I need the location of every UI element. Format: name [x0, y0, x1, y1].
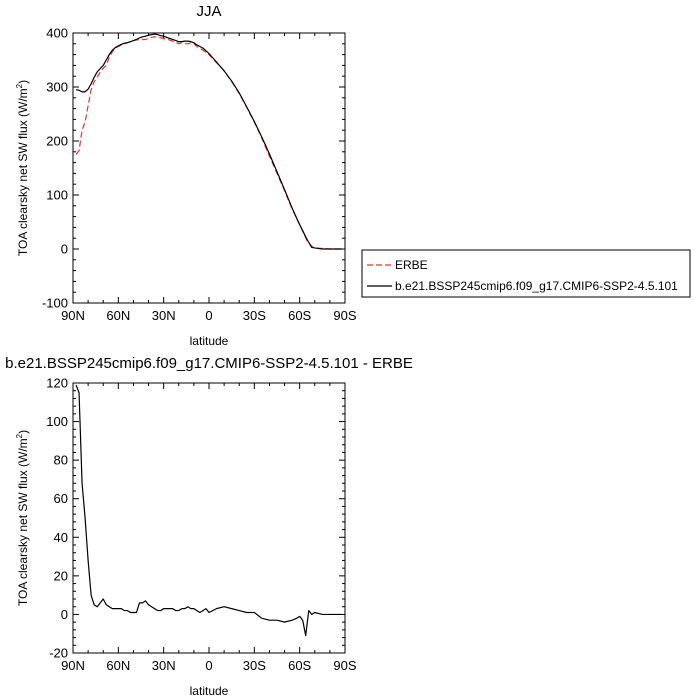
top-plot-frame [72, 32, 346, 304]
bottom-series-group [75, 384, 342, 637]
top-x-tick-label: 60N [106, 308, 130, 323]
top-y-tick-label: 300 [46, 80, 68, 95]
bottom-y-tick-label: 80 [54, 453, 68, 468]
bottom-y-axis-label: TOA clearsky net SW flux (W/m2) [15, 430, 30, 606]
bottom-y-tick-label: 0 [61, 607, 68, 622]
top-series-group [75, 33, 342, 250]
bottom-y-ticks: -20 0 20 40 60 80 100 120 [46, 376, 345, 661]
top-x-ticks: 90N 60N 30N 0 30S 60S 90S [61, 33, 357, 323]
legend-label-model: b.e21.BSSP245cmip6.f09_g17.CMIP6-SSP2-4.… [395, 279, 678, 293]
top-y-tick-label: 100 [46, 188, 68, 203]
bottom-x-tick-label: 30N [152, 658, 176, 673]
top-y-axis-label-main: TOA clearsky net SW flux (W/m [16, 88, 30, 256]
top-x-tick-label: 60S [288, 308, 311, 323]
bottom-x-tick-label: 0 [205, 658, 212, 673]
top-y-tick-label: 400 [46, 26, 68, 41]
bottom-x-axis-label: latitude [190, 684, 229, 698]
bottom-x-tick-label: 30S [243, 658, 266, 673]
top-x-tick-label: 90N [61, 308, 85, 323]
bottom-y-tick-label: 40 [54, 530, 68, 545]
top-y-ticks: -100 0 100 200 300 400 [42, 26, 345, 311]
bottom-x-tick-label: 60N [106, 658, 130, 673]
bottom-y-tick-label: 20 [54, 568, 68, 583]
bottom-y-tick-label: 100 [46, 414, 68, 429]
top-x-tick-label: 30S [243, 308, 266, 323]
top-x-axis-label: latitude [190, 334, 229, 348]
top-x-tick-label: 0 [205, 308, 212, 323]
top-y-axis-label-sup: 2 [15, 83, 24, 88]
bottom-chart-title: b.e21.BSSP245cmip6.f09_g17.CMIP6-SSP2-4.… [5, 355, 413, 372]
bottom-y-axis-label-close: ) [16, 430, 30, 434]
top-y-axis-label: TOA clearsky net SW flux (W/m2) [15, 80, 30, 256]
bottom-x-tick-label: 60S [288, 658, 311, 673]
top-y-tick-label: 200 [46, 134, 68, 149]
bottom-x-ticks: 90N 60N 30N 0 30S 60S 90S [61, 383, 357, 673]
bottom-x-tick-label: 90S [333, 658, 356, 673]
legend-box [361, 249, 691, 298]
top-series-line-1 [75, 33, 342, 250]
top-y-tick-label: 0 [61, 242, 68, 257]
top-x-tick-label: 30N [152, 308, 176, 323]
bottom-y-axis-label-sup: 2 [15, 433, 24, 438]
top-x-tick-label: 90S [333, 308, 356, 323]
legend-label-erbe: ERBE [395, 258, 428, 272]
bottom-y-tick-label: 120 [46, 376, 68, 391]
top-chart-title: JJA [196, 3, 221, 20]
bottom-x-tick-label: 90N [61, 658, 85, 673]
bottom-y-tick-label: 60 [54, 491, 68, 506]
top-y-axis-label-close: ) [16, 80, 30, 84]
bottom-panel: b.e21.BSSP245cmip6.f09_g17.CMIP6-SSP2-4.… [5, 355, 413, 698]
bottom-y-axis-label-main: TOA clearsky net SW flux (W/m [16, 438, 30, 606]
top-y-tick-label: -100 [42, 296, 68, 311]
top-panel: JJA 90N 60N 30N 0 30S 60S 90S -100 0 100 200 300 40… [15, 3, 691, 348]
legend: ERBE b.e21.BSSP245cmip6.f09_g17.CMIP6-SS… [361, 249, 691, 298]
top-series-line-0 [75, 36, 342, 250]
bottom-series-line-0 [75, 384, 342, 637]
bottom-y-tick-label: -20 [49, 646, 68, 661]
